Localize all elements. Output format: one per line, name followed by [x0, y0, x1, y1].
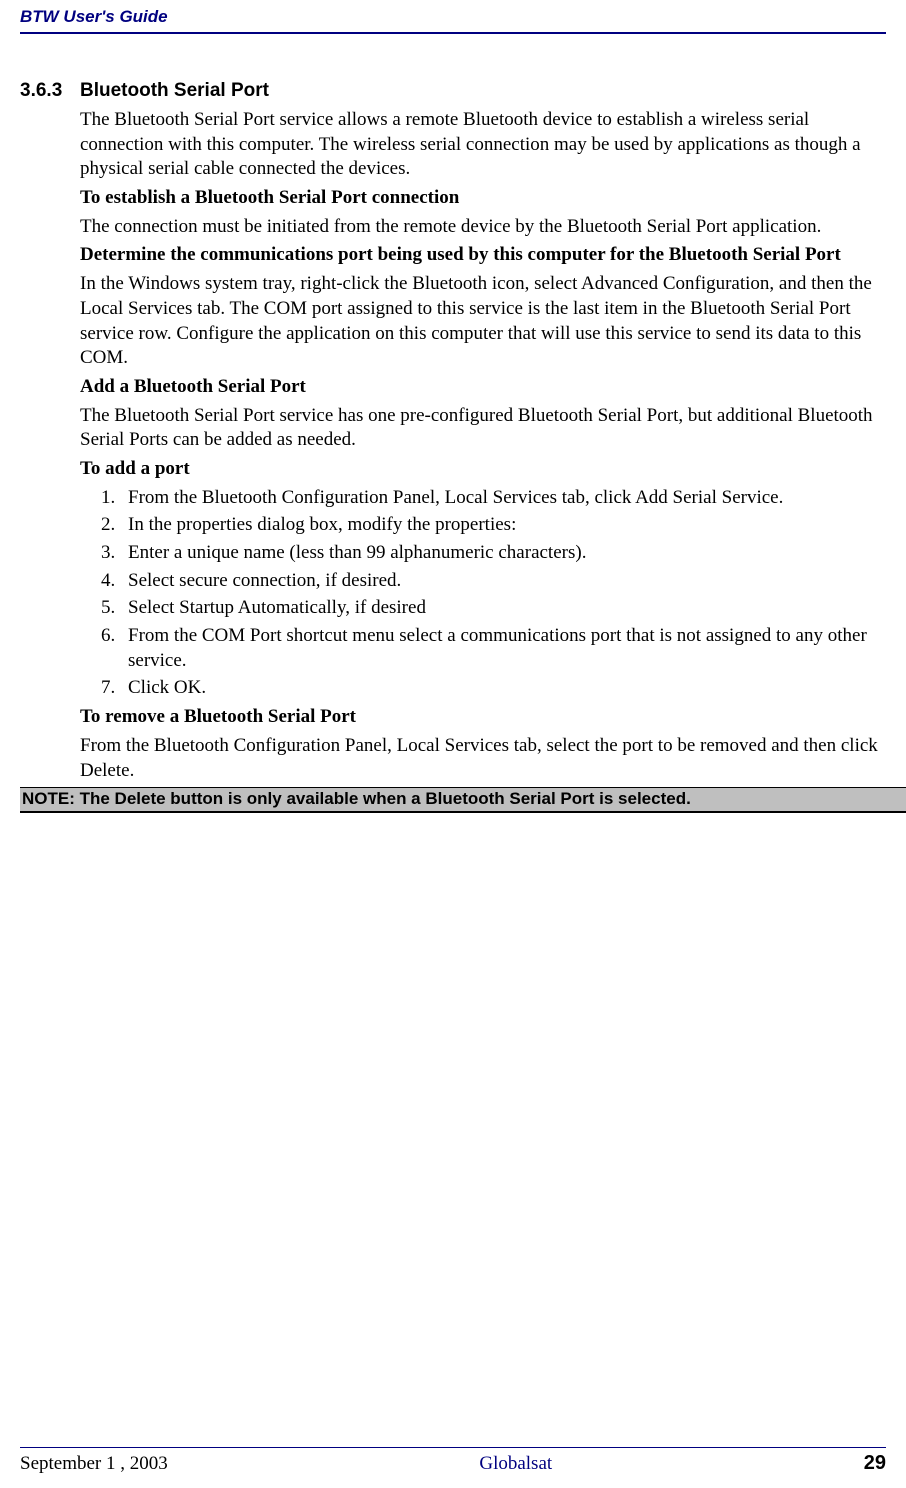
- add-body: The Bluetooth Serial Port service has on…: [80, 404, 886, 453]
- intro-paragraph: The Bluetooth Serial Port service allows…: [80, 108, 886, 182]
- footer-brand: Globalsat: [479, 1453, 552, 1475]
- footer-date: September 1 , 2003: [20, 1453, 168, 1475]
- note-box: NOTE: The Delete button is only availabl…: [20, 787, 906, 813]
- header-divider: [20, 32, 886, 34]
- section-heading: 3.6.3 Bluetooth Serial Port: [20, 80, 886, 102]
- footer-divider: [20, 1447, 886, 1448]
- establish-body: The connection must be initiated from th…: [80, 215, 886, 240]
- page-footer: September 1 , 2003 Globalsat 29: [20, 1447, 886, 1475]
- page-header-title: BTW User's Guide: [20, 0, 886, 32]
- determine-body: In the Windows system tray, right-click …: [80, 272, 886, 371]
- list-item: Select secure connection, if desired.: [120, 569, 886, 594]
- list-item: Enter a unique name (less than 99 alphan…: [120, 541, 886, 566]
- list-item: Select Startup Automatically, if desired: [120, 596, 886, 621]
- section-number: 3.6.3: [20, 80, 80, 102]
- list-item: From the Bluetooth Configuration Panel, …: [120, 486, 886, 511]
- list-item: From the COM Port shortcut menu select a…: [120, 624, 886, 673]
- list-item: Click OK.: [120, 676, 886, 701]
- remove-body: From the Bluetooth Configuration Panel, …: [80, 734, 886, 783]
- to-add-heading: To add a port: [80, 457, 886, 482]
- steps-list: From the Bluetooth Configuration Panel, …: [80, 486, 886, 702]
- add-heading: Add a Bluetooth Serial Port: [80, 375, 886, 400]
- list-item: In the properties dialog box, modify the…: [120, 513, 886, 538]
- establish-heading: To establish a Bluetooth Serial Port con…: [80, 186, 886, 211]
- footer-page-number: 29: [864, 1452, 886, 1475]
- remove-heading: To remove a Bluetooth Serial Port: [80, 705, 886, 730]
- section-title: Bluetooth Serial Port: [80, 80, 269, 102]
- determine-heading: Determine the communications port being …: [80, 243, 886, 268]
